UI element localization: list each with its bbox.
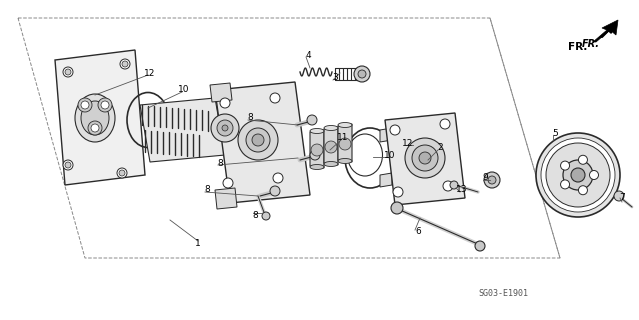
- Text: SG03-E1901: SG03-E1901: [478, 290, 528, 299]
- Circle shape: [578, 155, 587, 164]
- Circle shape: [217, 120, 233, 136]
- Polygon shape: [380, 128, 392, 142]
- Circle shape: [91, 124, 99, 132]
- Circle shape: [590, 171, 599, 180]
- Circle shape: [307, 115, 317, 125]
- Circle shape: [560, 180, 569, 189]
- Ellipse shape: [310, 129, 324, 133]
- Text: 8: 8: [204, 186, 210, 195]
- Text: 10: 10: [384, 150, 396, 159]
- Text: 4: 4: [305, 51, 311, 60]
- Circle shape: [78, 98, 92, 112]
- Circle shape: [571, 168, 585, 182]
- Circle shape: [120, 59, 130, 69]
- Circle shape: [546, 143, 610, 207]
- Text: 2: 2: [437, 143, 443, 153]
- Circle shape: [63, 160, 73, 170]
- Circle shape: [119, 170, 125, 176]
- Text: 12: 12: [144, 68, 156, 77]
- Circle shape: [222, 125, 228, 131]
- Circle shape: [246, 128, 270, 152]
- Circle shape: [238, 120, 278, 160]
- Text: 8: 8: [252, 211, 258, 220]
- Circle shape: [390, 125, 400, 135]
- Ellipse shape: [310, 164, 324, 170]
- Circle shape: [393, 187, 403, 197]
- Polygon shape: [55, 50, 145, 185]
- Text: FR.: FR.: [568, 42, 588, 52]
- Circle shape: [419, 152, 431, 164]
- Circle shape: [98, 98, 112, 112]
- Ellipse shape: [75, 94, 115, 142]
- Text: 13: 13: [456, 186, 468, 195]
- Circle shape: [117, 168, 127, 178]
- Circle shape: [325, 141, 337, 153]
- Ellipse shape: [338, 158, 352, 164]
- Circle shape: [223, 178, 233, 188]
- Circle shape: [63, 67, 73, 77]
- Polygon shape: [210, 83, 232, 102]
- Polygon shape: [140, 98, 225, 162]
- Circle shape: [450, 181, 458, 189]
- Circle shape: [65, 69, 71, 75]
- Circle shape: [440, 119, 450, 129]
- Circle shape: [484, 172, 500, 188]
- Circle shape: [220, 98, 230, 108]
- Text: 11: 11: [337, 133, 349, 142]
- Circle shape: [81, 101, 89, 109]
- Circle shape: [273, 173, 283, 183]
- Circle shape: [270, 93, 280, 103]
- Polygon shape: [385, 113, 465, 205]
- Text: 1: 1: [195, 238, 201, 247]
- Circle shape: [412, 145, 438, 171]
- Circle shape: [310, 150, 320, 160]
- Circle shape: [211, 114, 239, 142]
- Circle shape: [405, 138, 445, 178]
- Text: 10: 10: [178, 85, 190, 94]
- Circle shape: [443, 181, 453, 191]
- Polygon shape: [215, 188, 237, 209]
- Circle shape: [339, 138, 351, 150]
- Text: 6: 6: [415, 228, 421, 236]
- Circle shape: [578, 186, 587, 195]
- Circle shape: [88, 121, 102, 135]
- Polygon shape: [324, 127, 338, 165]
- Circle shape: [122, 61, 128, 67]
- Ellipse shape: [324, 125, 338, 131]
- Circle shape: [252, 134, 264, 146]
- Text: 8: 8: [217, 158, 223, 167]
- Circle shape: [488, 176, 496, 184]
- Polygon shape: [338, 124, 352, 162]
- Text: 3: 3: [332, 74, 338, 83]
- Circle shape: [101, 101, 109, 109]
- Text: 7: 7: [619, 193, 625, 202]
- Ellipse shape: [338, 123, 352, 127]
- Circle shape: [475, 241, 485, 251]
- Circle shape: [65, 162, 71, 168]
- Circle shape: [391, 202, 403, 214]
- Circle shape: [311, 144, 323, 156]
- Polygon shape: [380, 173, 392, 187]
- Circle shape: [354, 66, 370, 82]
- Circle shape: [358, 70, 366, 78]
- Circle shape: [270, 186, 280, 196]
- Ellipse shape: [81, 101, 109, 135]
- Text: 9: 9: [482, 173, 488, 182]
- Circle shape: [262, 212, 270, 220]
- Polygon shape: [215, 82, 310, 203]
- Circle shape: [536, 133, 620, 217]
- Circle shape: [614, 191, 624, 201]
- Text: 5: 5: [552, 129, 558, 138]
- Ellipse shape: [324, 162, 338, 166]
- Circle shape: [560, 161, 569, 170]
- Circle shape: [541, 138, 615, 212]
- Circle shape: [563, 160, 593, 190]
- Text: FR.: FR.: [582, 39, 600, 49]
- Text: 12: 12: [403, 139, 413, 148]
- Polygon shape: [310, 130, 324, 168]
- Text: 8: 8: [247, 114, 253, 123]
- Polygon shape: [593, 20, 618, 42]
